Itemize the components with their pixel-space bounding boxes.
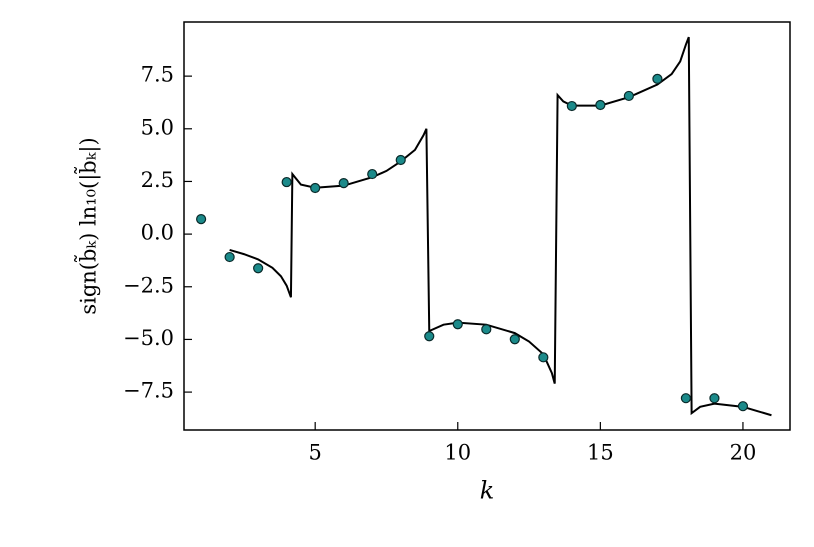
y-axis-label: sign(b̃ₖ) ln₁₀(|b̃ₖ|): [74, 137, 102, 314]
y-tick-label: 2.5: [141, 168, 174, 192]
point: [338, 178, 349, 189]
point: [367, 168, 378, 180]
point: [481, 324, 492, 335]
x-tick-label: 15: [587, 441, 614, 465]
x-axis-label: k: [480, 477, 495, 505]
y-tick-label: −2.5: [123, 273, 174, 297]
y-tick-label: 7.5: [141, 63, 174, 87]
point: [538, 352, 549, 363]
point: [253, 263, 264, 274]
y-tick-label: 0.0: [141, 221, 174, 245]
point: [595, 99, 606, 111]
point: [310, 182, 321, 194]
x-tick-label: 10: [444, 441, 471, 465]
point: [509, 334, 520, 345]
point: [452, 319, 463, 330]
y-tick-label: 5.0: [141, 115, 174, 139]
point: [680, 393, 692, 404]
point: [652, 73, 663, 84]
point: [281, 176, 292, 188]
y-tick-label: −7.5: [123, 379, 174, 403]
point: [196, 214, 207, 225]
x-tick-label: 20: [730, 441, 757, 465]
x-tick-label: 5: [308, 441, 321, 465]
point: [709, 393, 720, 404]
plot-frame: [183, 21, 791, 431]
point: [566, 100, 577, 112]
point: [623, 90, 634, 102]
point: [224, 251, 235, 263]
curve: [229, 36, 772, 417]
point: [395, 154, 406, 166]
y-tick-label: −5.0: [123, 326, 174, 350]
point: [424, 331, 435, 342]
point: [737, 401, 749, 412]
